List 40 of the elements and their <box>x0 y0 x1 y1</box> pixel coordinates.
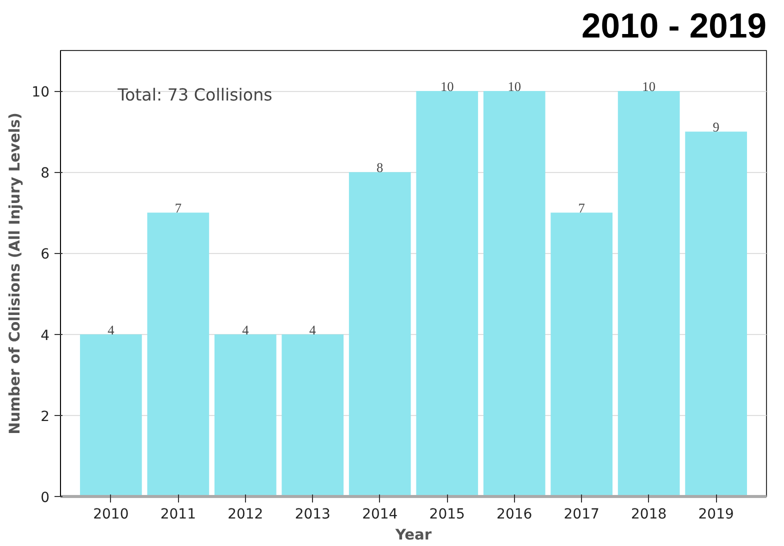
data-label: 9 <box>712 120 720 135</box>
bar <box>550 212 613 496</box>
x-tick-label: 2011 <box>160 506 196 522</box>
x-tick-label: 2018 <box>631 506 667 522</box>
data-label: 4 <box>242 322 250 338</box>
data-label: 7 <box>578 200 586 216</box>
bar <box>282 334 344 496</box>
data-label: 10 <box>508 79 522 94</box>
data-label: 7 <box>174 200 182 216</box>
y-axis-title: Number of Collisions (All Injury Levels) <box>6 112 24 434</box>
y-tick-label: 2 <box>40 408 50 425</box>
bar <box>618 91 680 496</box>
data-label: 10 <box>642 79 656 94</box>
bar <box>80 334 142 496</box>
x-tick-label: 2014 <box>362 506 398 522</box>
bar <box>147 212 210 496</box>
annotation: Total: 73 Collisions <box>116 86 272 105</box>
y-tick-label: 0 <box>40 490 50 506</box>
x-tick-label: 2010 <box>93 506 129 522</box>
bar <box>416 91 478 496</box>
y-tick-label: 4 <box>40 328 50 344</box>
x-tick-label: 2013 <box>294 506 330 522</box>
bar <box>348 172 411 496</box>
x-tick-label: 2017 <box>564 506 600 522</box>
chart-title: 2010 - 2019 <box>582 8 767 46</box>
data-label: 4 <box>108 322 115 338</box>
data-label: 8 <box>376 160 384 176</box>
bar <box>214 334 276 496</box>
data-label: 10 <box>440 79 454 94</box>
data-label: 4 <box>309 322 316 338</box>
x-tick-label: 2015 <box>429 506 465 522</box>
bar <box>483 91 546 496</box>
x-tick-label: 2012 <box>228 506 264 522</box>
y-tick-label: 8 <box>40 166 50 182</box>
x-tick-label: 2016 <box>496 506 532 522</box>
bar <box>685 132 747 496</box>
y-tick-label: 10 <box>32 84 50 101</box>
x-axis-title: Year <box>394 526 432 544</box>
x-tick-label: 2019 <box>698 506 734 522</box>
y-tick-label: 6 <box>40 246 50 263</box>
